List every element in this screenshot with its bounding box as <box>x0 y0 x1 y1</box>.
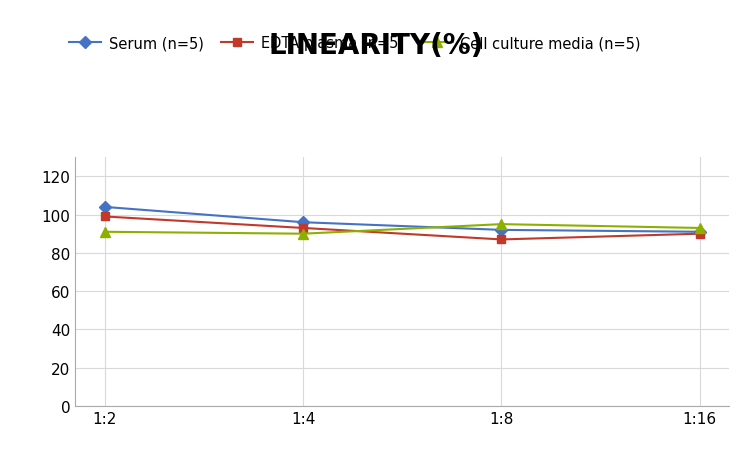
EDTA plasma (n=5) <box>695 231 704 237</box>
Serum (n=5) <box>497 228 506 233</box>
Text: LINEARITY(%): LINEARITY(%) <box>268 32 484 60</box>
EDTA plasma (n=5) <box>101 214 110 220</box>
EDTA plasma (n=5) <box>299 226 308 231</box>
Serum (n=5) <box>101 205 110 210</box>
Cell culture media (n=5) <box>101 230 110 235</box>
EDTA plasma (n=5) <box>497 237 506 243</box>
Serum (n=5) <box>695 230 704 235</box>
Legend: Serum (n=5), EDTA plasma (n=5), Cell culture media (n=5): Serum (n=5), EDTA plasma (n=5), Cell cul… <box>69 36 641 51</box>
Line: Serum (n=5): Serum (n=5) <box>101 203 704 236</box>
Serum (n=5) <box>299 220 308 226</box>
Cell culture media (n=5) <box>299 231 308 237</box>
Cell culture media (n=5) <box>497 222 506 227</box>
Cell culture media (n=5) <box>695 226 704 231</box>
Line: Cell culture media (n=5): Cell culture media (n=5) <box>100 220 705 239</box>
Line: EDTA plasma (n=5): EDTA plasma (n=5) <box>101 213 704 244</box>
